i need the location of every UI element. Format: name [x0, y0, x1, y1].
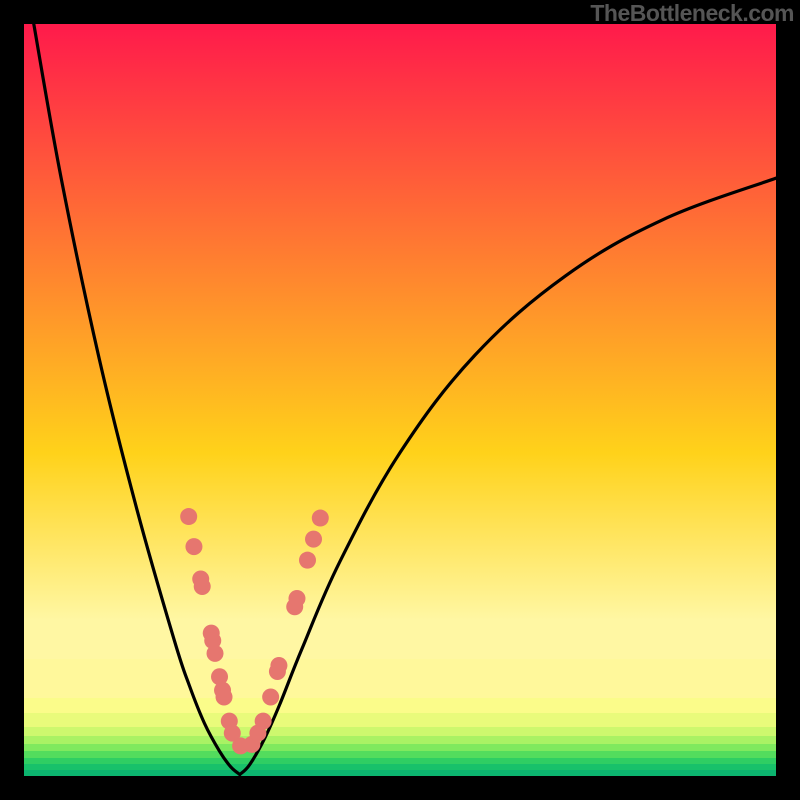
plot-area — [24, 24, 776, 776]
stripe-0 — [24, 620, 776, 659]
background-bands — [24, 24, 776, 776]
gradient-band — [24, 24, 776, 620]
watermark-text: TheBottleneck.com — [590, 0, 794, 27]
stripe-6 — [24, 744, 776, 751]
stripe-1 — [24, 659, 776, 698]
stripe-10 — [24, 770, 776, 776]
stripe-5 — [24, 736, 776, 744]
stripe-4 — [24, 727, 776, 736]
stripe-7 — [24, 751, 776, 758]
chart-frame — [24, 24, 776, 776]
stripe-2 — [24, 698, 776, 713]
stripe-3 — [24, 713, 776, 727]
